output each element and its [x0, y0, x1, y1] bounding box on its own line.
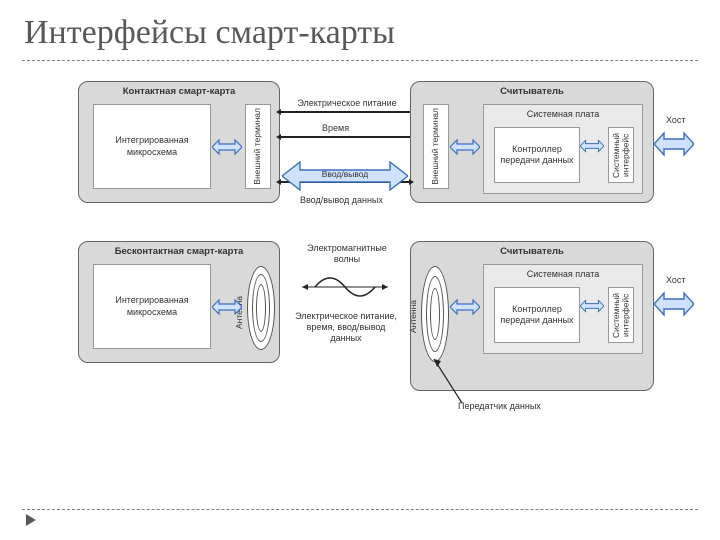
- contactless-card-box: Бесконтактная смарт-карта Интегрированна…: [78, 241, 280, 363]
- reader-antenna-label: Антенна: [409, 300, 418, 335]
- reader-top-terminal: Внешний терминал: [423, 104, 449, 189]
- line-time: [280, 136, 410, 138]
- contact-card-chip: Интегрированная микросхема: [93, 104, 211, 189]
- reader-top-sysif: Системный интерфейс: [608, 127, 634, 183]
- reader-top-header: Считыватель: [411, 82, 653, 101]
- reader-bottom-sysif: Системный интерфейс: [608, 287, 634, 343]
- host-label-top: Хост: [666, 115, 686, 125]
- label-io-data: Ввод/вывод данных: [300, 195, 383, 205]
- line-power: [280, 111, 410, 113]
- arrow-term-controller-top: [450, 139, 480, 155]
- reader-top-terminal-label: Внешний терминал: [431, 108, 440, 185]
- arrow-host-bottom: [654, 291, 694, 317]
- contact-card-box: Контактная смарт-карта Интегрированная м…: [78, 81, 280, 203]
- contact-card-terminal: Внешний терминал: [245, 104, 271, 189]
- label-io-tag: Ввод/вывод: [282, 169, 408, 179]
- label-power: Электрическое питание: [292, 98, 402, 108]
- reader-top-sysif-label: Системный интерфейс: [612, 128, 631, 182]
- arrow-antenna-controller: [450, 299, 480, 315]
- divider-bottom: [22, 509, 698, 510]
- page-title: Интерфейсы смарт-карты: [0, 0, 720, 56]
- tx-callout-line: [432, 357, 472, 407]
- reader-bottom-header: Считыватель: [411, 242, 653, 261]
- slide-marker-icon: [26, 514, 36, 526]
- contactless-card-header: Бесконтактная смарт-карта: [79, 242, 279, 261]
- arrow-io-big: Ввод/вывод: [282, 161, 408, 191]
- reader-top-controller: Контроллер передачи данных: [494, 127, 580, 183]
- reader-bottom-board-label: Системная плата: [484, 269, 642, 279]
- contactless-card-chip: Интегрированная микросхема: [93, 264, 211, 349]
- reader-top-board-label: Системная плата: [484, 109, 642, 119]
- host-label-bottom: Хост: [666, 275, 686, 285]
- arrow-ctrl-sysif-bottom: [580, 299, 604, 313]
- label-em-waves: Электромагнитные волны: [302, 243, 392, 265]
- contact-card-terminal-label: Внешний терминал: [253, 108, 262, 185]
- arrow-chip-antenna: [212, 299, 242, 315]
- label-tx: Передатчик данных: [458, 401, 541, 411]
- arrow-host-top: [654, 131, 694, 157]
- label-combo: Электрическое питание, время, ввод/вывод…: [294, 311, 398, 343]
- arrow-ctrl-sysif-top: [580, 139, 604, 153]
- label-time: Время: [322, 123, 349, 133]
- reader-antenna-icon: [421, 266, 449, 362]
- smart-card-diagram: Контактная смарт-карта Интегрированная м…: [22, 81, 698, 501]
- arrow-chip-terminal-top: [212, 139, 242, 155]
- divider-top: [22, 60, 698, 61]
- contact-card-header: Контактная смарт-карта: [79, 82, 279, 101]
- card-antenna-icon: [247, 266, 275, 350]
- reader-bottom-sysif-label: Системный интерфейс: [612, 288, 631, 342]
- reader-top-board: Системная плата Контроллер передачи данн…: [483, 104, 643, 194]
- sine-wave-icon: [300, 267, 390, 307]
- reader-top-box: Считыватель Внешний терминал Системная п…: [410, 81, 654, 203]
- reader-bottom-controller: Контроллер передачи данных: [494, 287, 580, 343]
- reader-bottom-board: Системная плата Контроллер передачи данн…: [483, 264, 643, 354]
